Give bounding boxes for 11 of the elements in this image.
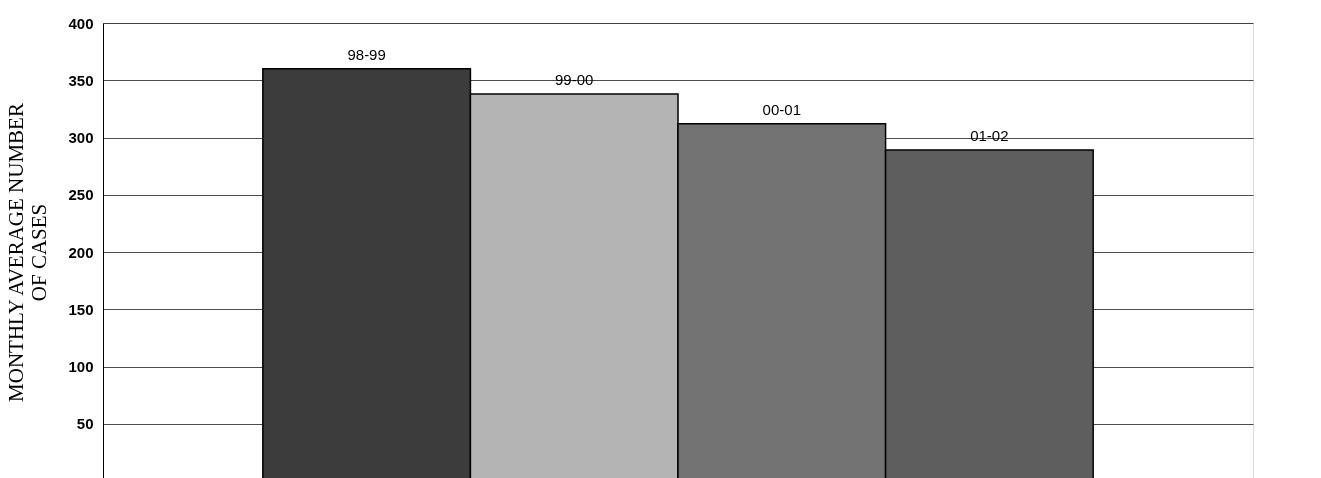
x-tick-label: 00-01: [762, 100, 801, 118]
y-tick-label: 150: [68, 300, 94, 318]
y-tick-label: 200: [68, 243, 94, 261]
y-tick-label: 100: [68, 358, 94, 375]
y-tick-label: 300: [68, 129, 94, 146]
y-axis-title: MONTHLY AVERAGE NUMBER OF CASES: [4, 103, 52, 402]
y-tick-label: 250: [68, 186, 94, 204]
y-tick-label: 50: [76, 415, 94, 433]
y-tick-label: 400: [68, 14, 94, 32]
y-tick-label: 350: [68, 71, 94, 89]
x-tick-label: 98-99: [347, 45, 386, 63]
